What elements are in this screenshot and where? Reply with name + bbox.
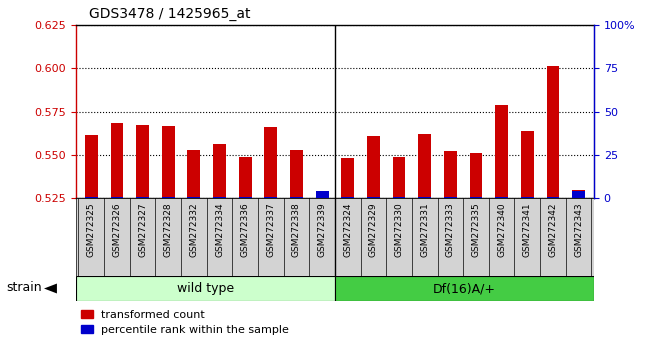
- Text: Df(16)A/+: Df(16)A/+: [433, 282, 496, 295]
- Bar: [213, 196, 226, 198]
- Text: GDS3478 / 1425965_at: GDS3478 / 1425965_at: [89, 7, 251, 21]
- Legend: transformed count, percentile rank within the sample: transformed count, percentile rank withi…: [81, 310, 289, 335]
- Bar: [335, 276, 594, 301]
- Text: GSM272341: GSM272341: [523, 202, 532, 257]
- Bar: [418, 134, 431, 198]
- Bar: [546, 67, 560, 198]
- Bar: [265, 127, 277, 198]
- Text: GSM272333: GSM272333: [446, 202, 455, 257]
- Text: strain: strain: [6, 281, 42, 294]
- Bar: [76, 276, 335, 301]
- Bar: [418, 196, 431, 198]
- Bar: [341, 158, 354, 198]
- Bar: [444, 152, 457, 198]
- Text: wild type: wild type: [177, 282, 234, 295]
- Bar: [162, 196, 175, 198]
- Bar: [495, 104, 508, 198]
- Text: GSM272337: GSM272337: [267, 202, 275, 257]
- Bar: [187, 150, 200, 198]
- Text: GSM272338: GSM272338: [292, 202, 301, 257]
- Text: GSM272331: GSM272331: [420, 202, 429, 257]
- Bar: [76, 198, 594, 276]
- Bar: [521, 131, 534, 198]
- Polygon shape: [44, 284, 57, 293]
- Text: GSM272335: GSM272335: [471, 202, 480, 257]
- Bar: [367, 196, 380, 198]
- Bar: [315, 193, 329, 198]
- Text: GSM272343: GSM272343: [574, 202, 583, 257]
- Bar: [85, 135, 98, 198]
- Bar: [315, 191, 329, 198]
- Bar: [521, 196, 534, 198]
- Bar: [162, 126, 175, 198]
- Bar: [470, 196, 482, 198]
- Bar: [110, 196, 123, 198]
- Text: GSM272342: GSM272342: [548, 202, 558, 257]
- Text: GSM272340: GSM272340: [497, 202, 506, 257]
- Text: GSM272332: GSM272332: [189, 202, 199, 257]
- Text: GSM272336: GSM272336: [241, 202, 249, 257]
- Bar: [290, 196, 303, 198]
- Bar: [341, 196, 354, 198]
- Bar: [367, 136, 380, 198]
- Text: GSM272330: GSM272330: [395, 202, 403, 257]
- Text: GSM272334: GSM272334: [215, 202, 224, 257]
- Text: GSM272327: GSM272327: [138, 202, 147, 257]
- Text: GSM272326: GSM272326: [112, 202, 121, 257]
- Bar: [265, 196, 277, 198]
- Bar: [85, 196, 98, 198]
- Bar: [290, 150, 303, 198]
- Bar: [136, 125, 149, 198]
- Bar: [187, 196, 200, 198]
- Text: GSM272328: GSM272328: [164, 202, 173, 257]
- Bar: [239, 196, 251, 198]
- Bar: [393, 196, 405, 198]
- Bar: [546, 196, 560, 198]
- Bar: [239, 156, 251, 198]
- Bar: [136, 196, 149, 198]
- Bar: [213, 144, 226, 198]
- Text: GSM272329: GSM272329: [369, 202, 378, 257]
- Bar: [495, 196, 508, 198]
- Bar: [444, 196, 457, 198]
- Bar: [393, 156, 405, 198]
- Bar: [470, 153, 482, 198]
- Text: GSM272325: GSM272325: [86, 202, 96, 257]
- Bar: [572, 191, 585, 198]
- Bar: [110, 123, 123, 198]
- Bar: [572, 190, 585, 198]
- Text: GSM272324: GSM272324: [343, 202, 352, 257]
- Text: GSM272339: GSM272339: [317, 202, 327, 257]
